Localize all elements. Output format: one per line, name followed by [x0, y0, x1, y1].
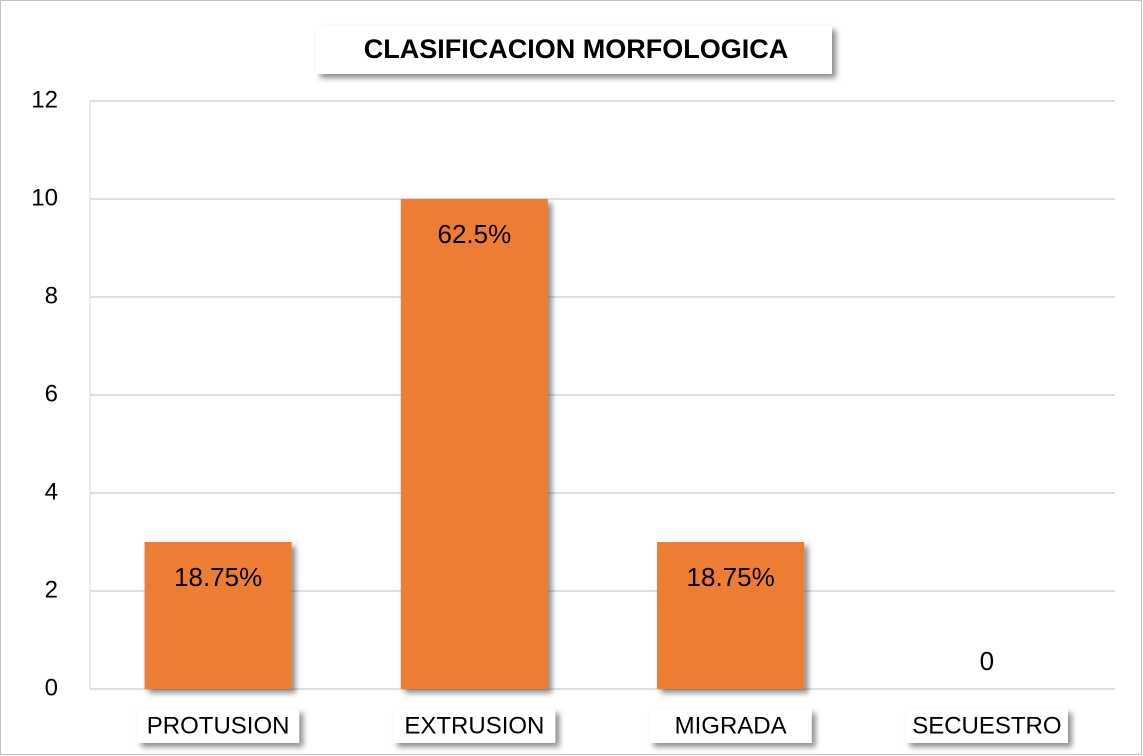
x-tick-label: SECUESTRO: [912, 712, 1061, 739]
data-label: 18.75%: [687, 562, 775, 592]
chart-title: CLASIFICACION MORFOLOGICA: [364, 34, 788, 64]
bar: [400, 199, 548, 689]
x-label-box: [905, 709, 1068, 743]
x-tick-label: PROTUSION: [147, 712, 290, 739]
data-label: 62.5%: [438, 219, 512, 249]
data-label: 0: [980, 646, 994, 676]
y-tick-label: 2: [45, 576, 58, 603]
x-tick-label: EXTRUSION: [404, 712, 544, 739]
x-tick-label: MIGRADA: [675, 712, 787, 739]
y-tick-label: 4: [45, 478, 58, 505]
y-tick-label: 12: [31, 86, 58, 113]
title-box: [316, 26, 832, 74]
y-tick-label: 8: [45, 282, 58, 309]
x-label-box: [393, 709, 556, 743]
data-label: 18.75%: [174, 562, 262, 592]
bar: [657, 542, 805, 689]
bar: [144, 542, 292, 689]
x-label-box: [649, 709, 812, 743]
x-label-box: [137, 709, 300, 743]
y-tick-label: 10: [31, 184, 58, 211]
y-tick-label: 6: [45, 380, 58, 407]
y-tick-label: 0: [45, 674, 58, 701]
